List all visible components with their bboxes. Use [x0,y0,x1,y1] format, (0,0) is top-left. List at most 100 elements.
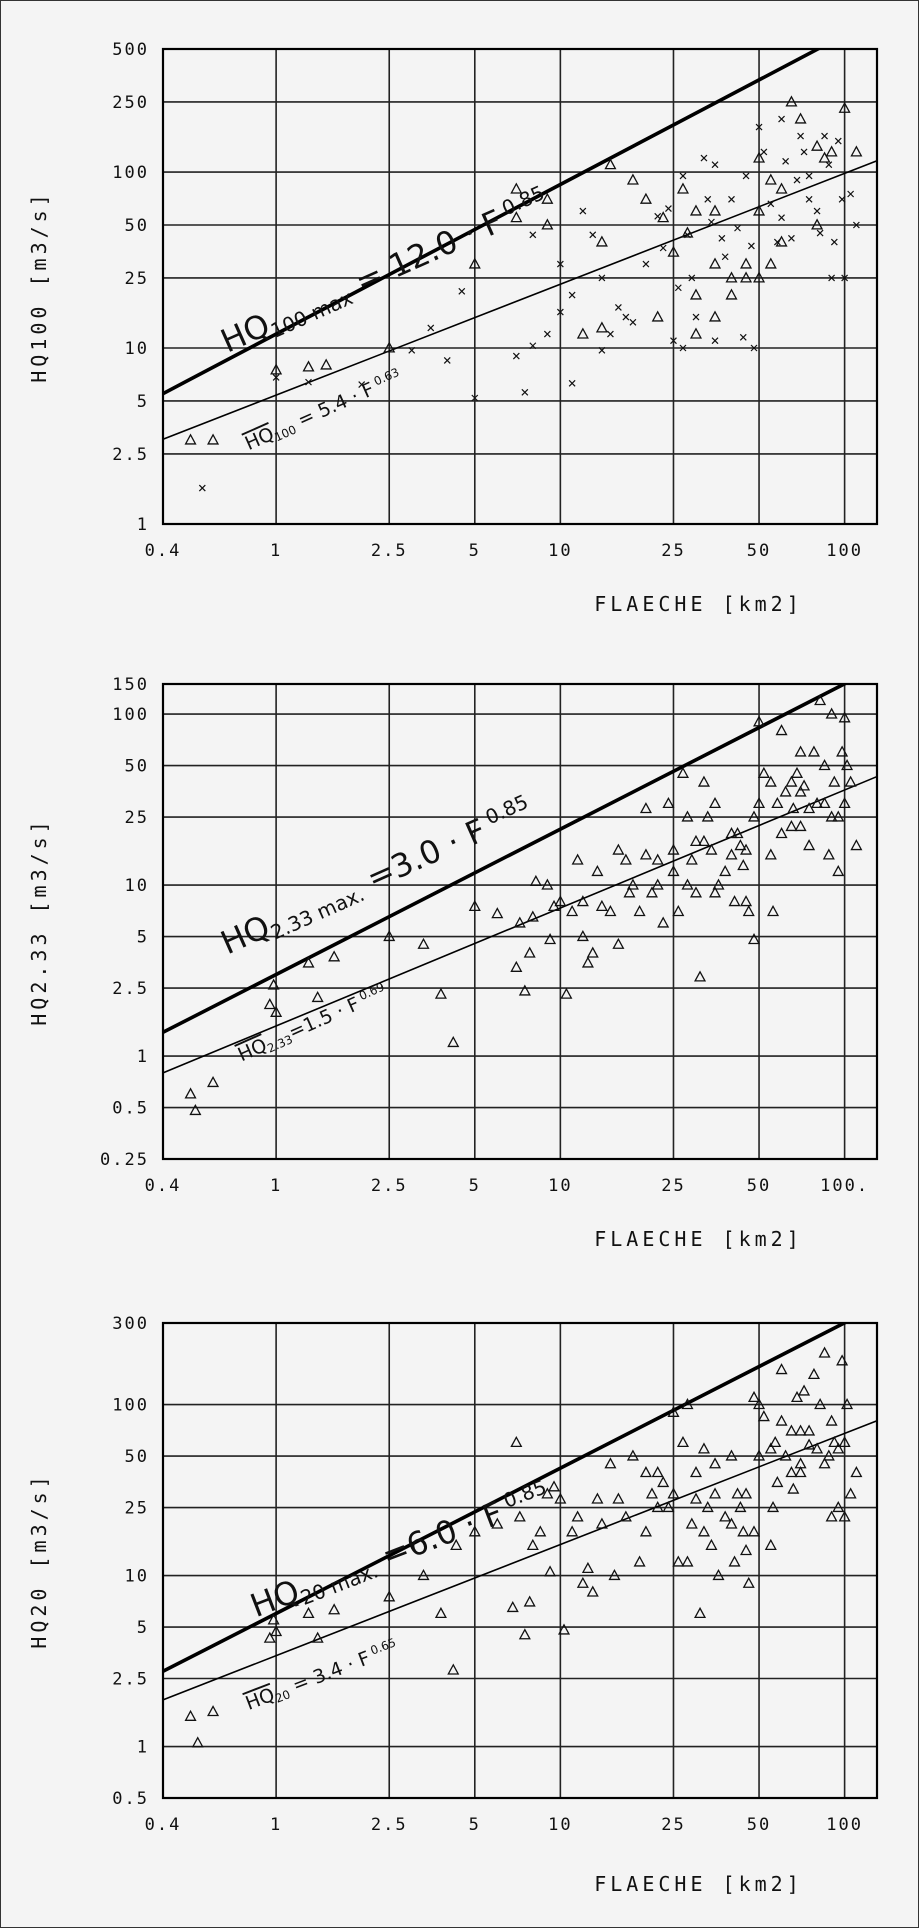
data-point-triangle [685,1517,698,1529]
data-point-triangle [447,1663,460,1675]
data-point-triangle [595,321,608,333]
data-point-triangle [526,910,539,922]
data-point-triangle [623,886,636,898]
data-point-triangle [571,1510,584,1522]
y-tick-label: 10 [125,339,149,359]
x-tick-label: 100 [826,541,863,561]
data-point-cross [816,229,824,237]
data-point-cross [750,344,758,352]
data-point-cross [782,157,790,165]
y-tick-label: 300 [112,1314,149,1334]
data-point-triangle [270,363,283,375]
data-point-triangle [639,848,652,860]
data-point-cross [728,195,735,203]
data-point-cross [852,221,860,229]
data-point-triangle [708,1457,722,1469]
data-point-triangle [681,810,694,822]
data-point-triangle [740,1487,753,1499]
x-tick-label: 2.5 [371,541,408,561]
y-tick-label: 100 [112,163,149,183]
data-point-triangle [676,766,690,778]
data-point-cross [568,379,576,387]
data-point-triangle [818,151,831,163]
data-point-triangle [689,834,703,846]
data-point-triangle [626,173,639,185]
data-point-triangle [689,288,703,300]
data-point-cross [458,287,466,295]
data-point-triangle [604,905,617,917]
data-point-triangle [645,886,658,898]
data-point-triangle [764,257,777,269]
data-point-triangle [383,929,396,942]
data-point-triangle [566,1525,579,1537]
data-point-triangle [184,1709,197,1721]
data-point-triangle [798,779,811,791]
data-point-triangle [725,271,738,283]
data-point-triangle [689,204,703,216]
x-tick-label: 10 [548,1815,572,1835]
y-tick-label: 100 [112,1396,149,1416]
data-point-triangle [825,1414,838,1426]
data-point-triangle [468,257,481,269]
data-point-triangle [725,1449,738,1461]
data-point-triangle [612,843,625,855]
data-point-triangle [803,1438,816,1450]
y-axis-label: HQ100 [m3/s] [27,190,51,383]
data-point-triangle [725,848,738,860]
plot-content [163,1323,877,1748]
data-point-triangle [513,916,526,928]
data-point-triangle [785,95,798,107]
data-point-triangle [697,834,710,846]
data-point-triangle [667,843,680,855]
data-point-triangle [518,984,531,996]
data-point-cross [760,148,768,156]
data-point-triangle [651,310,664,322]
x-tick-label: 5 [469,1815,481,1835]
data-point-triangle [676,182,690,194]
data-point-triangle [207,433,220,445]
data-point-triangle [581,1561,594,1574]
data-point-triangle [447,1035,460,1048]
data-point-triangle [794,819,807,832]
data-point-cross [742,172,750,180]
data-point-triangle [626,1449,639,1461]
data-point-triangle [832,810,845,822]
data-point-triangle [608,1568,621,1581]
data-point-cross [443,357,451,364]
data-point-triangle [844,775,857,787]
data-point-triangle [803,1424,816,1436]
data-point-triangle [557,1623,571,1635]
data-point-triangle [651,878,664,890]
data-point-triangle [595,1517,608,1529]
data-point-triangle [747,933,761,945]
data-point-triangle [544,933,557,945]
data-point-triangle [775,235,788,247]
data-point-triangle [554,1492,567,1504]
data-point-triangle [825,707,838,719]
data-point-triangle [794,112,807,124]
data-point-triangle [769,1435,782,1448]
data-point-triangle [667,245,680,257]
y-tick-label: 2.5 [112,979,149,999]
data-point-cross [755,123,763,131]
data-point-cross [692,313,700,321]
chart-1: 0.4 1 2.5 5 10 25 50 100 1 2.5 5 10 25 50 100 250 500 FLA… [27,40,879,616]
data-point-triangle [191,1736,204,1748]
data-point-triangle [302,956,315,968]
data-point-cross [521,388,529,396]
data-point-triangle [740,895,753,907]
data-point-triangle [708,257,722,269]
data-point-triangle [667,1405,680,1417]
data-point-triangle [725,288,738,300]
data-point-triangle [822,848,835,860]
y-tick-label: 250 [112,93,149,113]
data-point-triangle [725,827,738,839]
y-tick-label: 1 [137,1047,149,1067]
data-point-triangle [838,1435,851,1448]
data-point-triangle [576,929,589,942]
plot-frame [161,47,879,526]
data-point-triangle [547,1480,561,1492]
data-point-cross [805,172,813,180]
data-point-triangle [662,1500,675,1513]
